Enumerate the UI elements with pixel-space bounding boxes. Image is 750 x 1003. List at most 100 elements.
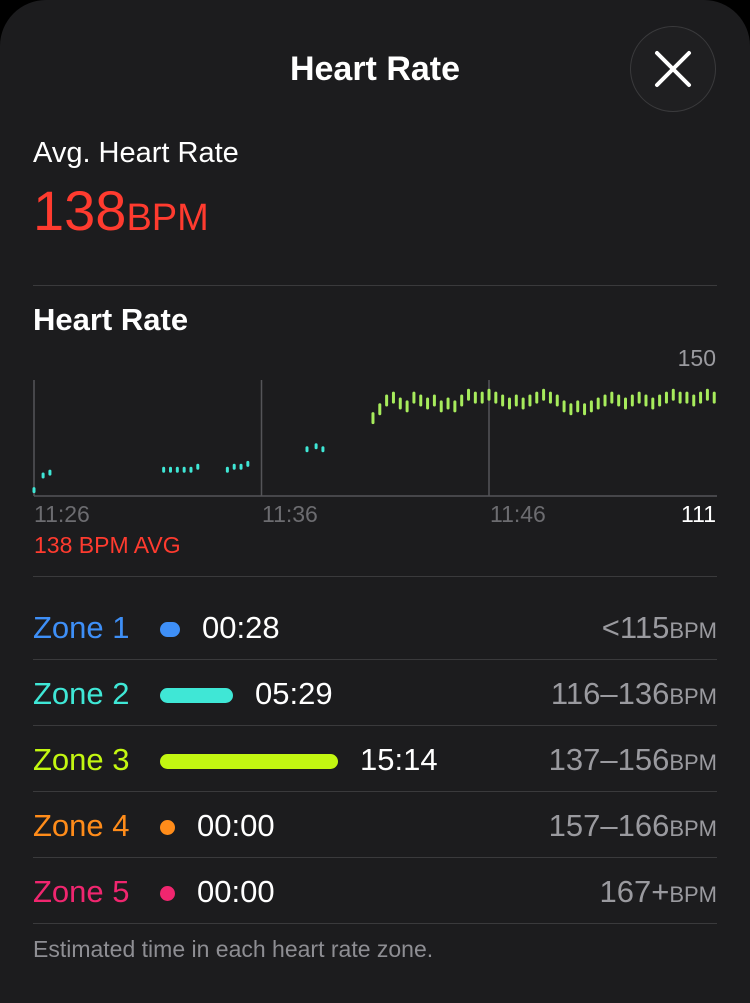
heart-rate-point — [378, 403, 382, 416]
zone-range-unit: BPM — [669, 750, 717, 775]
heart-rate-point — [658, 394, 662, 407]
zone-time: 00:00 — [197, 808, 275, 843]
heart-rate-point — [189, 466, 193, 473]
heart-rate-point — [685, 391, 689, 404]
heart-rate-point — [603, 394, 607, 407]
heart-rate-point — [671, 388, 675, 401]
avg-heart-rate-value: 138BPM — [33, 180, 209, 249]
zone-range: <115BPM — [602, 610, 717, 646]
heart-rate-point — [678, 391, 682, 404]
sheet-title: Heart Rate — [289, 50, 461, 88]
heart-rate-point — [419, 394, 423, 407]
divider — [33, 576, 717, 577]
heart-rate-point — [398, 397, 402, 410]
zone-time: 15:14 — [360, 742, 438, 777]
zone-range-value: 137–156 — [548, 742, 670, 777]
heart-rate-point — [385, 394, 389, 407]
heart-rate-point — [562, 400, 566, 413]
zone-range: 157–166BPM — [549, 808, 717, 844]
heart-rate-point — [542, 388, 546, 401]
heart-rate-point — [48, 469, 52, 476]
zone-footnote: Estimated time in each heart rate zone. — [33, 936, 434, 962]
heart-rate-point — [692, 394, 696, 407]
heart-rate-point — [644, 394, 648, 407]
divider — [33, 285, 717, 286]
zone-range-value: <115 — [601, 610, 670, 645]
zone-bar — [160, 754, 338, 769]
heart-rate-point — [225, 466, 229, 473]
heart-rate-point — [514, 394, 518, 407]
heart-rate-point — [555, 394, 559, 407]
zone-range-unit: BPM — [669, 684, 717, 709]
heart-rate-point — [426, 397, 430, 410]
zone-bar — [160, 820, 175, 835]
avg-value-unit: BPM — [126, 197, 209, 239]
zone-range: 167+BPM — [599, 874, 717, 910]
heart-rate-chart: 150 111 11:26 11:36 11:46 138 BPM AVG — [32, 345, 717, 558]
heart-rate-point — [521, 397, 525, 410]
heart-rate-point — [487, 388, 491, 401]
heart-rate-point — [162, 466, 166, 473]
heart-rate-point — [412, 391, 416, 404]
heart-rate-point — [239, 463, 243, 470]
divider — [33, 923, 717, 924]
divider — [33, 659, 717, 660]
zone-time: 00:28 — [202, 610, 280, 645]
zone-bar — [160, 622, 180, 637]
heart-rate-point — [480, 391, 484, 404]
heart-rate-point — [535, 391, 539, 404]
heart-rate-point — [432, 394, 436, 407]
zone-range-value: 157–166 — [548, 808, 670, 843]
heart-rate-point — [583, 403, 587, 416]
heart-rate-point — [494, 391, 498, 404]
heart-rate-point — [705, 388, 709, 401]
chart-grid — [33, 380, 717, 497]
heart-rate-point — [630, 394, 634, 407]
heart-rate-point — [41, 472, 45, 479]
heart-rate-point — [391, 391, 395, 404]
heart-rate-point — [232, 463, 236, 470]
heart-rate-point — [175, 466, 179, 473]
close-icon — [655, 51, 691, 87]
chart-marks — [32, 388, 716, 494]
heart-rate-point — [624, 397, 627, 410]
zone-name: Zone 5 — [33, 874, 130, 909]
heart-rate-point — [467, 388, 471, 401]
heart-rate-point — [589, 400, 593, 413]
zone-time: 05:29 — [255, 676, 333, 711]
zone-range-value: 116–136 — [550, 676, 670, 711]
heart-rate-point — [507, 397, 511, 410]
y-tick-bottom: 111 — [681, 501, 716, 527]
heart-rate-point — [528, 394, 532, 407]
heart-rate-point — [576, 400, 580, 413]
heart-rate-point — [32, 487, 36, 494]
divider — [33, 725, 717, 726]
heart-rate-point — [596, 397, 600, 410]
avg-heart-rate-label: Avg. Heart Rate — [33, 137, 239, 169]
heart-rate-point — [446, 397, 450, 410]
zone-range-unit: BPM — [669, 618, 717, 643]
avg-caption: 138 BPM AVG — [34, 532, 181, 558]
heart-rate-point — [439, 400, 443, 413]
zone-bar — [160, 886, 175, 901]
zone-range-unit: BPM — [669, 882, 717, 907]
zone-range-value: 167+ — [599, 874, 670, 909]
divider — [33, 857, 717, 858]
heart-rate-point — [460, 394, 464, 407]
heart-rate-point — [712, 391, 716, 404]
avg-value-number: 138 — [33, 179, 127, 242]
heart-rate-point — [569, 403, 573, 416]
zone-name: Zone 1 — [33, 610, 130, 645]
heart-rate-point — [321, 446, 325, 453]
heart-rate-point — [314, 443, 318, 450]
heart-rate-point — [610, 391, 614, 404]
zone-name: Zone 2 — [33, 676, 130, 711]
x-tick-1146: 11:46 — [490, 501, 546, 527]
close-button[interactable] — [630, 26, 716, 112]
heart-rate-point — [182, 466, 186, 473]
zone-range: 116–136BPM — [551, 676, 717, 712]
heart-rate-point — [664, 391, 668, 404]
heart-rate-point — [371, 412, 375, 425]
zone-bar — [160, 688, 233, 703]
